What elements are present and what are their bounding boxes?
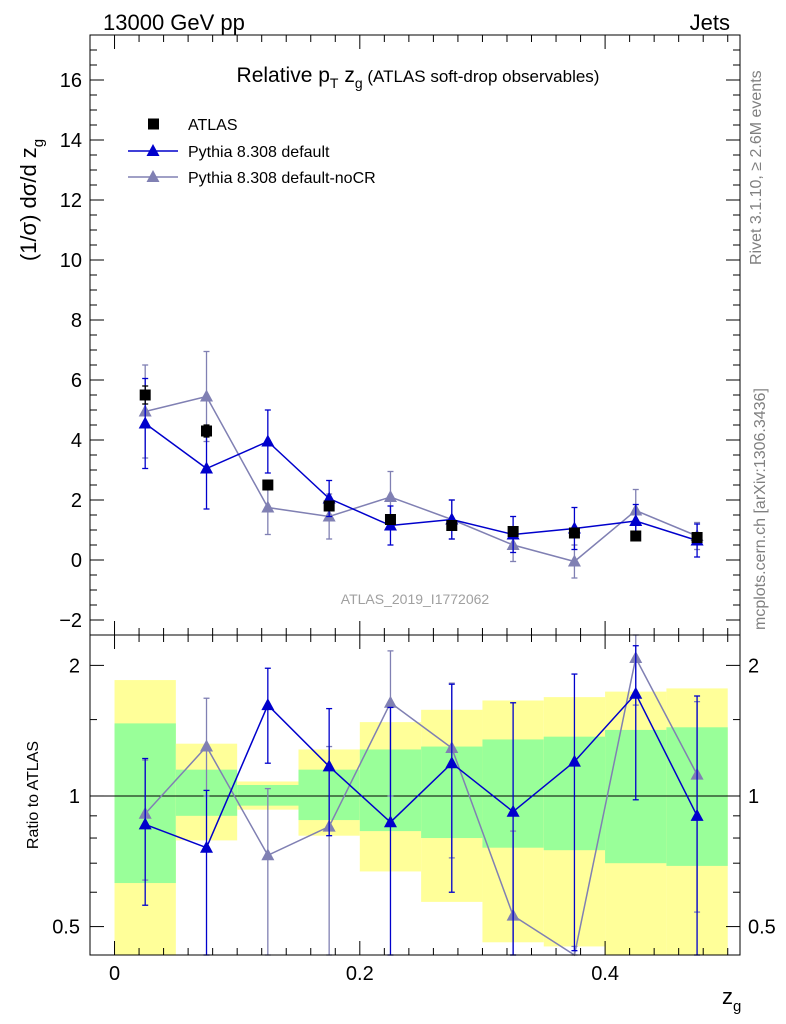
ratio-ytick-label-right: 1: [748, 786, 759, 808]
data-point: [446, 520, 458, 531]
ratio-ytick-label: 2: [69, 655, 80, 677]
data-point: [567, 554, 581, 567]
data-point: [200, 461, 214, 474]
main-ytick-label: 12: [60, 190, 82, 212]
main-plot: −2 0 2 4 6 8 10 12 14 16 ATLAS_2019_I1772062 Rela…: [59, 34, 741, 636]
ratio-point: [383, 815, 397, 828]
main-title-z: z: [338, 64, 354, 87]
ratio-point: [138, 817, 152, 830]
data-point: [629, 514, 643, 526]
main-ytick-label: 14: [60, 130, 82, 152]
ratio-ytick-label: 1: [69, 786, 80, 808]
header-right: Jets: [690, 10, 730, 35]
ratio-xtick-label: 0: [109, 963, 120, 985]
ratio-plot: 0.5 0.5 1 1 2 2 0 0.2 0.4: [52, 634, 776, 985]
legend-marker: [146, 144, 160, 156]
main-axes: −2 0 2 4 6 8 10 12 14 16: [59, 34, 740, 636]
main-title: Relative pT zg (ATLAS soft-drop observab…: [237, 64, 600, 91]
data-point: [568, 527, 580, 539]
data-point: [261, 500, 275, 513]
header-left: 13000 GeV pp: [103, 10, 245, 35]
main-ytick-label: 10: [60, 250, 82, 272]
data-point: [691, 532, 703, 543]
main-ytick-label: 16: [60, 70, 82, 92]
ratio-axes: 0.5 0.5 1 1 2 2 0 0.2 0.4: [52, 635, 776, 985]
data-point: [138, 416, 152, 429]
legend-label: ATLAS: [188, 117, 238, 134]
main-ylabel: (1/σ) dσ/d zg: [16, 139, 47, 261]
ratio-ytick-label-right: 0.5: [748, 917, 776, 939]
legend-label: Pythia 8.308 default-noCR: [188, 170, 376, 187]
ratio-point: [690, 808, 704, 821]
main-ytick-label: 0: [71, 550, 82, 572]
main-ytick-label: 2: [71, 490, 82, 512]
main-title-rest: (ATLAS soft-drop observables): [363, 67, 600, 86]
ratio-point: [629, 686, 643, 699]
ratio-series: [138, 634, 704, 957]
ratio-xtick-label: 0.2: [346, 963, 374, 985]
main-title-subg: g: [355, 75, 363, 91]
main-series: [138, 350, 704, 579]
ratio-point: [200, 840, 214, 853]
ratio-point: [261, 848, 275, 861]
ratio-series-line: [144, 655, 698, 957]
mcplots-note: mcplots.cern.ch [arXiv:1306.3436]: [752, 388, 769, 630]
data-point: [630, 530, 642, 542]
data-point: [262, 479, 274, 491]
main-ytick-label: 4: [71, 430, 82, 452]
data-point: [507, 526, 519, 537]
ratio-point: [261, 698, 275, 711]
series-line: [144, 422, 698, 542]
legend-marker: [146, 170, 160, 182]
main-ytick-label: 6: [71, 370, 82, 392]
ratio-series-line: [144, 692, 698, 849]
data-point: [139, 389, 151, 401]
ratio-point: [445, 756, 459, 769]
ratio-point: [506, 804, 520, 817]
legend-marker: [148, 118, 159, 130]
main-title-subT: T: [330, 75, 339, 91]
watermark: ATLAS_2019_I1772062: [341, 591, 490, 607]
main-ylabel-main: (1/σ) dσ/d z: [16, 147, 41, 261]
main-ytick-label: −2: [59, 610, 82, 632]
main-title-main: Relative p: [237, 64, 330, 87]
ratio-point: [383, 695, 397, 708]
ratio-xlabel-sub: g: [733, 998, 741, 1015]
rivet-note: Rivet 3.1.10, ≥ 2.6M events: [748, 70, 765, 265]
main-ytick-label: 8: [71, 310, 82, 332]
ratio-xtick-label: 0.4: [591, 963, 619, 985]
data-point: [383, 490, 397, 502]
legend: ATLAS Pythia 8.308 default Pythia 8.308 de…: [128, 117, 376, 187]
data-point: [323, 500, 335, 512]
data-point: [201, 425, 213, 437]
ratio-point: [200, 739, 214, 752]
ratio-xlabel-main: z: [722, 984, 733, 1009]
data-point: [384, 514, 396, 525]
ratio-xlabel: zg: [722, 984, 741, 1015]
ratio-point: [322, 759, 336, 772]
ratio-frame: [89, 634, 741, 956]
data-point: [200, 389, 214, 402]
series-line: [145, 395, 698, 563]
main-ylabel-sub: g: [30, 139, 47, 147]
ratio-ylabel: Ratio to ATLAS: [25, 741, 42, 849]
data-point: [261, 434, 275, 447]
ratio-ytick-label: 0.5: [52, 917, 80, 939]
ratio-point: [567, 754, 581, 767]
legend-label: Pythia 8.308 default: [188, 144, 330, 161]
ratio-ytick-label-right: 2: [748, 655, 759, 677]
